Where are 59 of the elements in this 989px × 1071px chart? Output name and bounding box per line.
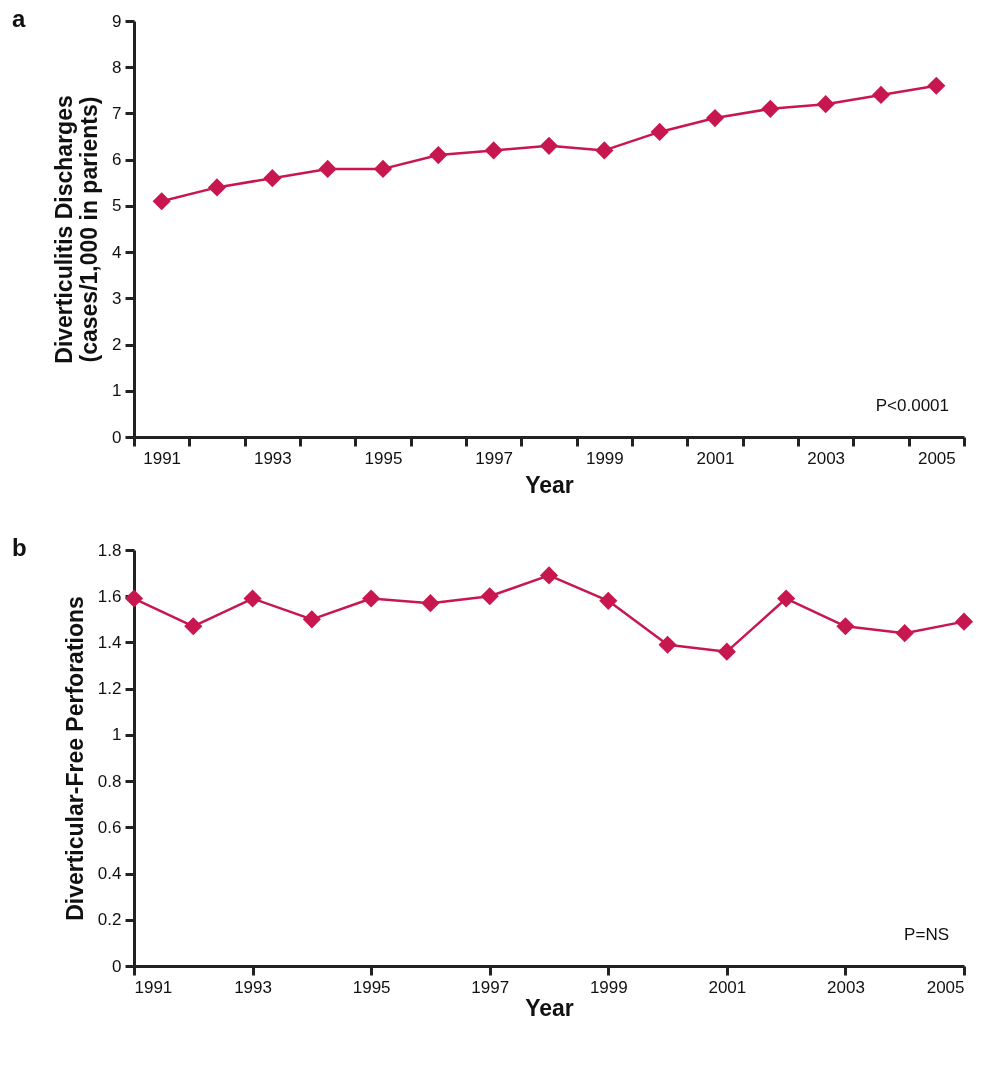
y-tick-label: 1 (112, 381, 122, 401)
point (429, 145, 448, 165)
x-tick-label: 1999 (585, 448, 624, 468)
y-axis-title: Diverticulitis Discharges (cases/1,000 in parients) (51, 95, 103, 364)
y-tick-label: 2 (112, 335, 122, 355)
x-axis-title: Year (525, 471, 574, 498)
y-tick-label: 4 (112, 242, 122, 262)
point (927, 76, 946, 95)
point (705, 108, 725, 128)
point (650, 122, 669, 142)
point (595, 141, 614, 160)
x-axis-title: Year (525, 994, 574, 1021)
chart-title: b (12, 534, 27, 561)
point (152, 192, 171, 211)
x-tick-label: 2005 (926, 977, 965, 997)
y-tick-label: 3 (112, 288, 122, 308)
x-tick-label: 1995 (364, 448, 403, 468)
y-tick-label: 0.2 (97, 910, 122, 930)
x-tick-label: 1991 (134, 977, 173, 997)
y-tick-label: 1.8 (97, 540, 122, 560)
x-tick-label: 1991 (143, 448, 182, 468)
x-tick-label: 2001 (708, 977, 747, 997)
x-tick-label: 2003 (827, 977, 865, 997)
x-tick-label: 2005 (917, 448, 956, 468)
x-tick-label: 1993 (234, 977, 272, 997)
point (373, 159, 393, 178)
annotation: P=NS (904, 925, 949, 944)
chart-title: a (12, 5, 26, 32)
x-tick-label: 1993 (253, 448, 292, 468)
y-tick-label: 5 (112, 196, 122, 216)
y-tick-label: 7 (112, 103, 122, 123)
point (539, 136, 559, 155)
x-tick-label: 1999 (589, 977, 628, 997)
x-tick-label: 2001 (696, 448, 735, 468)
point (871, 85, 891, 105)
point (207, 178, 227, 197)
y-tick-label: 0 (112, 956, 122, 976)
point (816, 95, 835, 114)
y-tick-label: 0 (112, 427, 122, 447)
x-tick-label: 1997 (471, 977, 510, 997)
point (761, 99, 780, 118)
y-tick-label: 1.2 (97, 679, 122, 699)
annotation: P<0.0001 (875, 396, 949, 415)
y-tick-label: 1.6 (97, 586, 122, 606)
point (263, 169, 282, 188)
y-tick-label: 1 (112, 725, 122, 745)
x-tick-label: 1995 (352, 977, 391, 997)
y-tick-label: 8 (112, 57, 122, 77)
y-tick-label: 1.4 (97, 632, 122, 652)
point (484, 141, 503, 160)
x-tick-label: 1997 (475, 448, 514, 468)
y-tick-label: 6 (112, 150, 122, 170)
y-tick-label: 0.6 (97, 817, 122, 837)
y-axis-title: Diverticular-Free Perforations (61, 596, 88, 921)
y-tick-label: 9 (112, 11, 122, 31)
y-tick-label: 0.8 (97, 771, 122, 791)
y-tick-label: 0.4 (97, 864, 122, 884)
point (318, 159, 337, 178)
x-tick-label: 2003 (807, 448, 846, 468)
